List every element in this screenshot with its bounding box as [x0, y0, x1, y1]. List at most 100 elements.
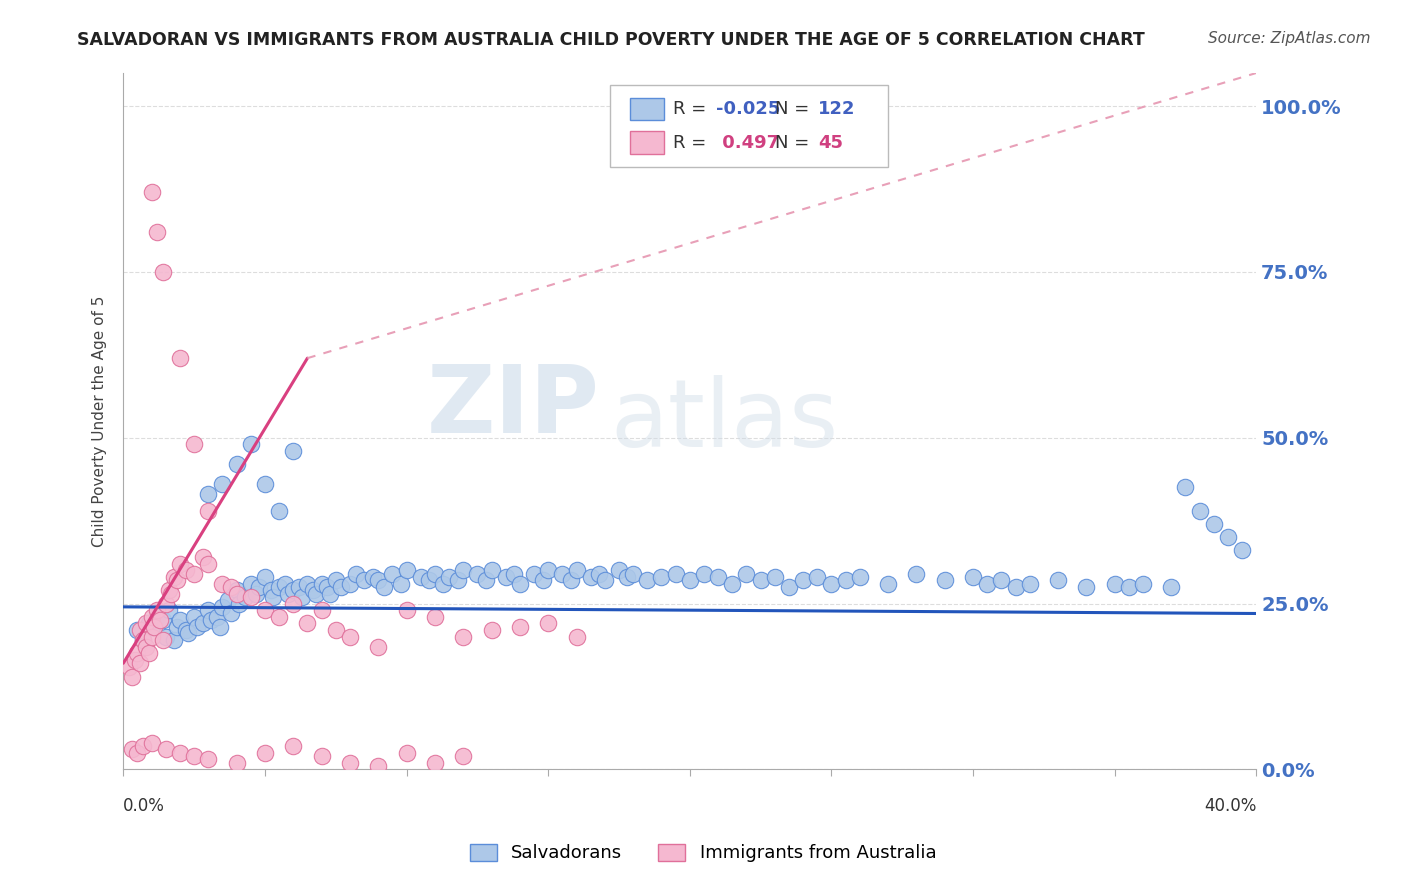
Text: Source: ZipAtlas.com: Source: ZipAtlas.com [1208, 31, 1371, 46]
Point [146, 603, 169, 617]
Point [367, 640, 389, 654]
Point [367, 759, 389, 773]
Point [121, 742, 143, 756]
Point [157, 583, 180, 598]
Point [792, 574, 814, 588]
Point [446, 574, 468, 588]
Point [146, 225, 169, 239]
Point [1216, 530, 1239, 544]
Point [509, 576, 531, 591]
Point [423, 566, 446, 581]
Point [1202, 516, 1225, 531]
Point [132, 633, 155, 648]
Text: SALVADORAN VS IMMIGRANTS FROM AUSTRALIA CHILD POVERTY UNDER THE AGE OF 5 CORRELA: SALVADORAN VS IMMIGRANTS FROM AUSTRALIA … [77, 31, 1144, 49]
Point [451, 749, 474, 764]
Point [228, 597, 250, 611]
Point [749, 574, 772, 588]
Point [503, 566, 526, 581]
Point [169, 746, 191, 760]
Point [225, 756, 247, 770]
Point [152, 633, 174, 648]
Point [177, 626, 200, 640]
Y-axis label: Child Poverty Under the Age of 5: Child Poverty Under the Age of 5 [93, 295, 107, 547]
Point [451, 630, 474, 644]
Point [146, 609, 169, 624]
Point [395, 746, 418, 760]
Point [174, 563, 197, 577]
Point [481, 623, 503, 637]
Point [593, 574, 616, 588]
Point [437, 570, 460, 584]
Point [537, 563, 560, 577]
Point [1047, 574, 1070, 588]
Point [423, 756, 446, 770]
Point [183, 566, 205, 581]
Point [152, 613, 174, 627]
Point [253, 570, 276, 584]
Point [848, 570, 870, 584]
Point [149, 613, 172, 627]
Point [877, 576, 900, 591]
Point [1188, 504, 1211, 518]
Text: -0.025: -0.025 [716, 100, 780, 119]
Point [311, 576, 333, 591]
Point [579, 570, 602, 584]
Point [650, 570, 672, 584]
Point [367, 574, 389, 588]
Point [217, 593, 239, 607]
Point [389, 576, 412, 591]
Point [132, 739, 155, 753]
Point [311, 603, 333, 617]
Point [509, 620, 531, 634]
Point [197, 557, 219, 571]
Point [132, 633, 155, 648]
Point [934, 574, 956, 588]
Point [763, 570, 786, 584]
Legend: Salvadorans, Immigrants from Australia: Salvadorans, Immigrants from Australia [463, 837, 943, 870]
Point [395, 603, 418, 617]
Point [451, 563, 474, 577]
Text: N =: N = [775, 134, 815, 152]
Point [283, 739, 305, 753]
Point [820, 576, 842, 591]
Point [297, 616, 319, 631]
Point [219, 580, 242, 594]
Text: 0.0%: 0.0% [124, 797, 165, 815]
Point [693, 566, 716, 581]
Point [174, 623, 197, 637]
Point [325, 574, 347, 588]
Text: ZIP: ZIP [426, 361, 599, 453]
Point [127, 746, 149, 760]
Point [205, 609, 228, 624]
Point [274, 576, 297, 591]
Point [141, 186, 163, 200]
Point [200, 613, 222, 627]
Point [253, 603, 276, 617]
Point [166, 620, 188, 634]
Point [481, 563, 503, 577]
Point [247, 580, 270, 594]
Point [283, 597, 305, 611]
Point [267, 580, 290, 594]
Point [665, 566, 688, 581]
Text: 0.497: 0.497 [716, 134, 779, 152]
Point [129, 657, 152, 671]
Point [143, 620, 166, 634]
Point [141, 630, 163, 644]
FancyBboxPatch shape [610, 85, 889, 167]
Point [211, 599, 233, 614]
FancyBboxPatch shape [630, 98, 664, 120]
Point [531, 574, 554, 588]
Point [183, 609, 205, 624]
Point [262, 590, 284, 604]
Text: atlas: atlas [610, 376, 839, 467]
Point [291, 590, 314, 604]
Point [565, 630, 588, 644]
Point [353, 574, 375, 588]
Point [560, 574, 582, 588]
Point [191, 550, 214, 565]
Point [588, 566, 610, 581]
Point [721, 576, 744, 591]
Point [395, 563, 418, 577]
Point [283, 444, 305, 458]
